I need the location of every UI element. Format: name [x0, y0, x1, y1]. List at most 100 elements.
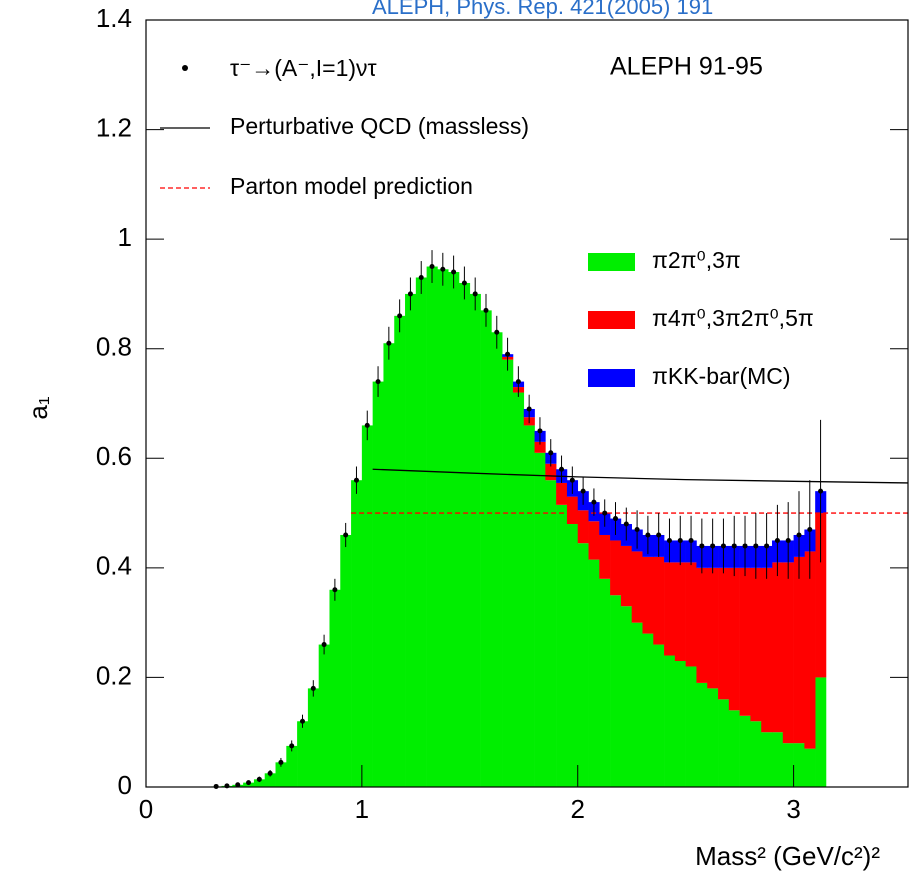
data-point	[353, 477, 359, 483]
bar	[437, 269, 449, 787]
bar	[772, 562, 784, 733]
bar	[761, 732, 773, 787]
bar	[696, 682, 708, 787]
data-point	[720, 543, 726, 549]
bar	[664, 562, 676, 656]
data-point	[235, 782, 241, 788]
bar	[685, 562, 697, 667]
legend-swatch	[588, 311, 635, 329]
bar	[329, 589, 341, 787]
data-point	[375, 379, 381, 385]
bar	[275, 762, 287, 787]
data-point	[656, 532, 662, 538]
x-tick-label: 0	[139, 794, 153, 824]
data-point	[526, 406, 532, 412]
bar	[815, 677, 827, 787]
bar	[620, 545, 632, 607]
data-point	[623, 521, 629, 527]
bar	[253, 779, 266, 787]
legend-swatch	[588, 369, 635, 387]
bar	[707, 567, 719, 689]
y-tick-label: 1.2	[96, 112, 132, 142]
bar	[782, 743, 794, 787]
bar	[610, 595, 622, 787]
y-tick-label: 1.4	[96, 3, 132, 33]
x-tick-label: 1	[355, 794, 369, 824]
data-point	[688, 537, 694, 543]
data-point	[386, 340, 392, 346]
legend-label: Parton model prediction	[230, 173, 473, 199]
bar	[545, 463, 557, 481]
bar	[674, 660, 686, 787]
y-tick-label: 0	[118, 770, 132, 800]
data-point	[246, 780, 252, 786]
bar	[620, 606, 632, 787]
bar	[394, 315, 406, 787]
bar	[728, 567, 740, 711]
legend-label: Perturbative QCD (massless)	[230, 113, 529, 139]
data-point	[267, 770, 273, 776]
data-point	[753, 543, 759, 549]
data-point	[407, 291, 413, 297]
data-point	[796, 532, 802, 538]
bar	[556, 504, 568, 787]
bar	[534, 441, 546, 453]
y-tick-label: 0.6	[96, 441, 132, 471]
bar	[728, 710, 740, 787]
bar	[599, 534, 611, 579]
data-point	[559, 466, 565, 472]
bar	[750, 721, 762, 787]
data-point	[710, 543, 716, 549]
bar	[588, 559, 600, 787]
data-point	[634, 527, 640, 533]
bar	[696, 567, 708, 683]
data-point	[645, 532, 651, 538]
data-point	[569, 477, 575, 483]
bar	[577, 510, 589, 544]
bar	[674, 562, 686, 661]
bar	[361, 425, 373, 787]
legend-swatch	[588, 253, 635, 271]
bar	[631, 622, 643, 787]
bar	[642, 556, 654, 634]
data-point	[310, 685, 316, 691]
data-point	[807, 527, 813, 533]
bar	[264, 773, 276, 787]
bar	[426, 266, 438, 787]
bar	[415, 277, 427, 787]
data-point	[591, 499, 597, 505]
bar	[459, 282, 471, 787]
plot-frame	[145, 19, 909, 788]
bar	[642, 633, 654, 787]
x-tick-label: 3	[786, 794, 800, 824]
x-tick-label: 2	[570, 794, 584, 824]
data-point	[224, 783, 230, 789]
bar	[772, 732, 784, 787]
data-point	[699, 543, 705, 549]
data-point	[515, 379, 521, 385]
data-point	[677, 537, 683, 543]
bar	[372, 381, 384, 787]
data-point	[451, 269, 457, 275]
chart-title: ALEPH, Phys. Rep. 421(2005) 191	[372, 0, 713, 19]
legend-label: π4π⁰,3π2π⁰,5π	[652, 305, 814, 331]
data-point	[602, 510, 608, 516]
data-point	[494, 329, 500, 335]
y-tick-label: 0.2	[96, 660, 132, 690]
bar	[480, 310, 492, 787]
bar	[340, 534, 352, 787]
data-point	[418, 274, 424, 280]
data-point	[321, 642, 327, 648]
y-tick-label: 0.4	[96, 551, 132, 581]
bar	[707, 688, 719, 787]
bar	[793, 556, 805, 744]
data-point	[300, 718, 306, 724]
data-point	[364, 422, 370, 428]
bar	[804, 748, 816, 787]
data-point	[332, 587, 338, 593]
data-point	[440, 266, 446, 272]
bar	[750, 567, 762, 722]
bar	[534, 452, 546, 787]
bar	[761, 567, 773, 733]
